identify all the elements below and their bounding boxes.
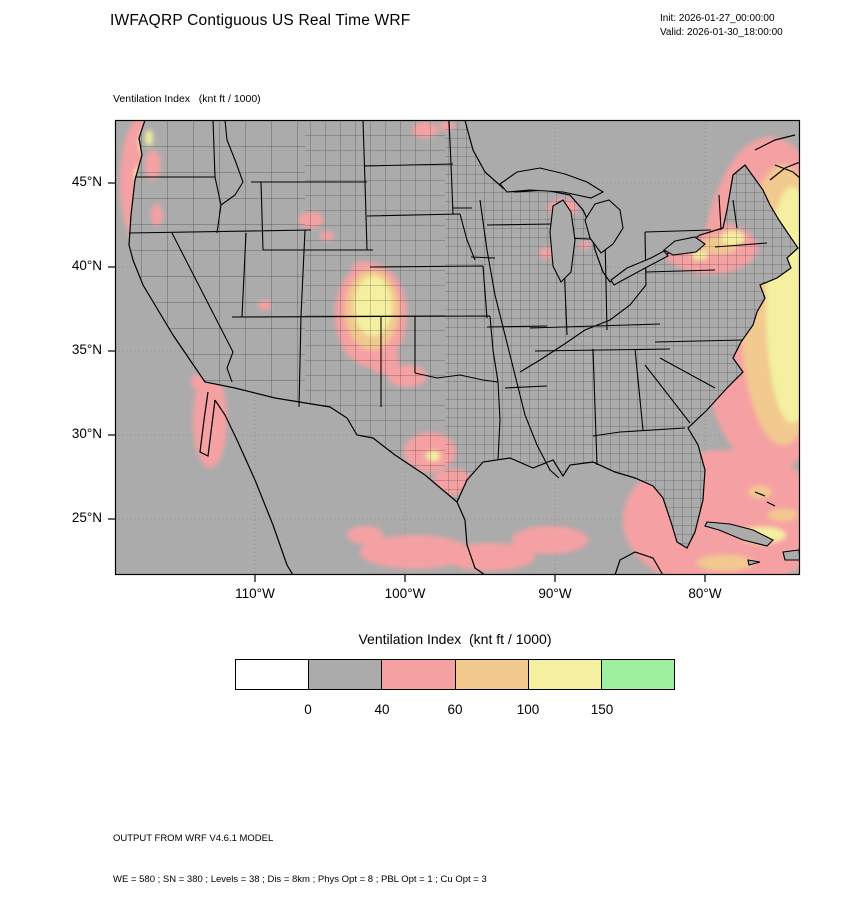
map-frame-border — [114, 119, 801, 576]
field-label: Ventilation Index (knt ft / 1000) — [113, 93, 261, 105]
y-tick-label-25n: 25°N — [71, 510, 102, 525]
y-tick-label-45n: 45°N — [71, 174, 102, 189]
great-lakes — [499, 167, 706, 286]
y-tick-label-35n: 35°N — [71, 342, 102, 357]
valid-time: Valid: 2026-01-30_18:00:00 — [660, 27, 783, 38]
page-title: IWFAQRP Contiguous US Real Time WRF — [110, 12, 411, 29]
state-borders — [128, 120, 768, 479]
legend-break-60: 60 — [447, 702, 463, 717]
legend-break-100: 100 — [516, 702, 540, 717]
legend-break-150: 150 — [590, 702, 614, 717]
legend-swatch-gray — [308, 659, 383, 690]
x-tick-label-100w: 100°W — [384, 586, 426, 601]
legend-swatch-white — [235, 659, 310, 690]
legend-swatch-tan — [454, 659, 529, 690]
x-tick-label-80w: 80°W — [688, 586, 722, 601]
map-canvas — [115, 120, 800, 575]
wrf-plot-page: { "header": { "title": "IWFAQRP Contiguo… — [71, 12, 801, 885]
y-tick-label-40n: 40°N — [71, 258, 102, 273]
legend-colorbar — [235, 659, 676, 690]
map-area — [108, 119, 801, 582]
legend-swatch-green — [600, 659, 676, 690]
model-info-line2: WE = 580 ; SN = 380 ; Levels = 38 ; Dis … — [113, 873, 487, 885]
y-tick-label-30n: 30°N — [71, 426, 102, 441]
legend-swatch-pink — [381, 659, 456, 690]
us-map-plot — [108, 119, 801, 582]
run-info: Init: 2026-01-27_00:00:00 Valid: 2026-01… — [660, 12, 783, 40]
init-time: Init: 2026-01-27_00:00:00 — [660, 13, 775, 24]
x-tick-label-110w: 110°W — [235, 586, 275, 601]
model-info-line1: OUTPUT FROM WRF V4.6.1 MODEL — [113, 832, 274, 844]
legend-swatch-yellow — [527, 659, 602, 690]
legend-break-0: 0 — [304, 702, 312, 717]
caribbean-islands — [704, 521, 800, 566]
model-info: OUTPUT FROM WRF V4.6.1 MODEL WE = 580 ; … — [113, 804, 487, 900]
legend-title: Ventilation Index (knt ft / 1000) — [358, 631, 552, 647]
x-tick-label-90w: 90°W — [538, 586, 572, 601]
axis-ticks — [108, 182, 706, 582]
legend-break-40: 40 — [374, 702, 390, 717]
